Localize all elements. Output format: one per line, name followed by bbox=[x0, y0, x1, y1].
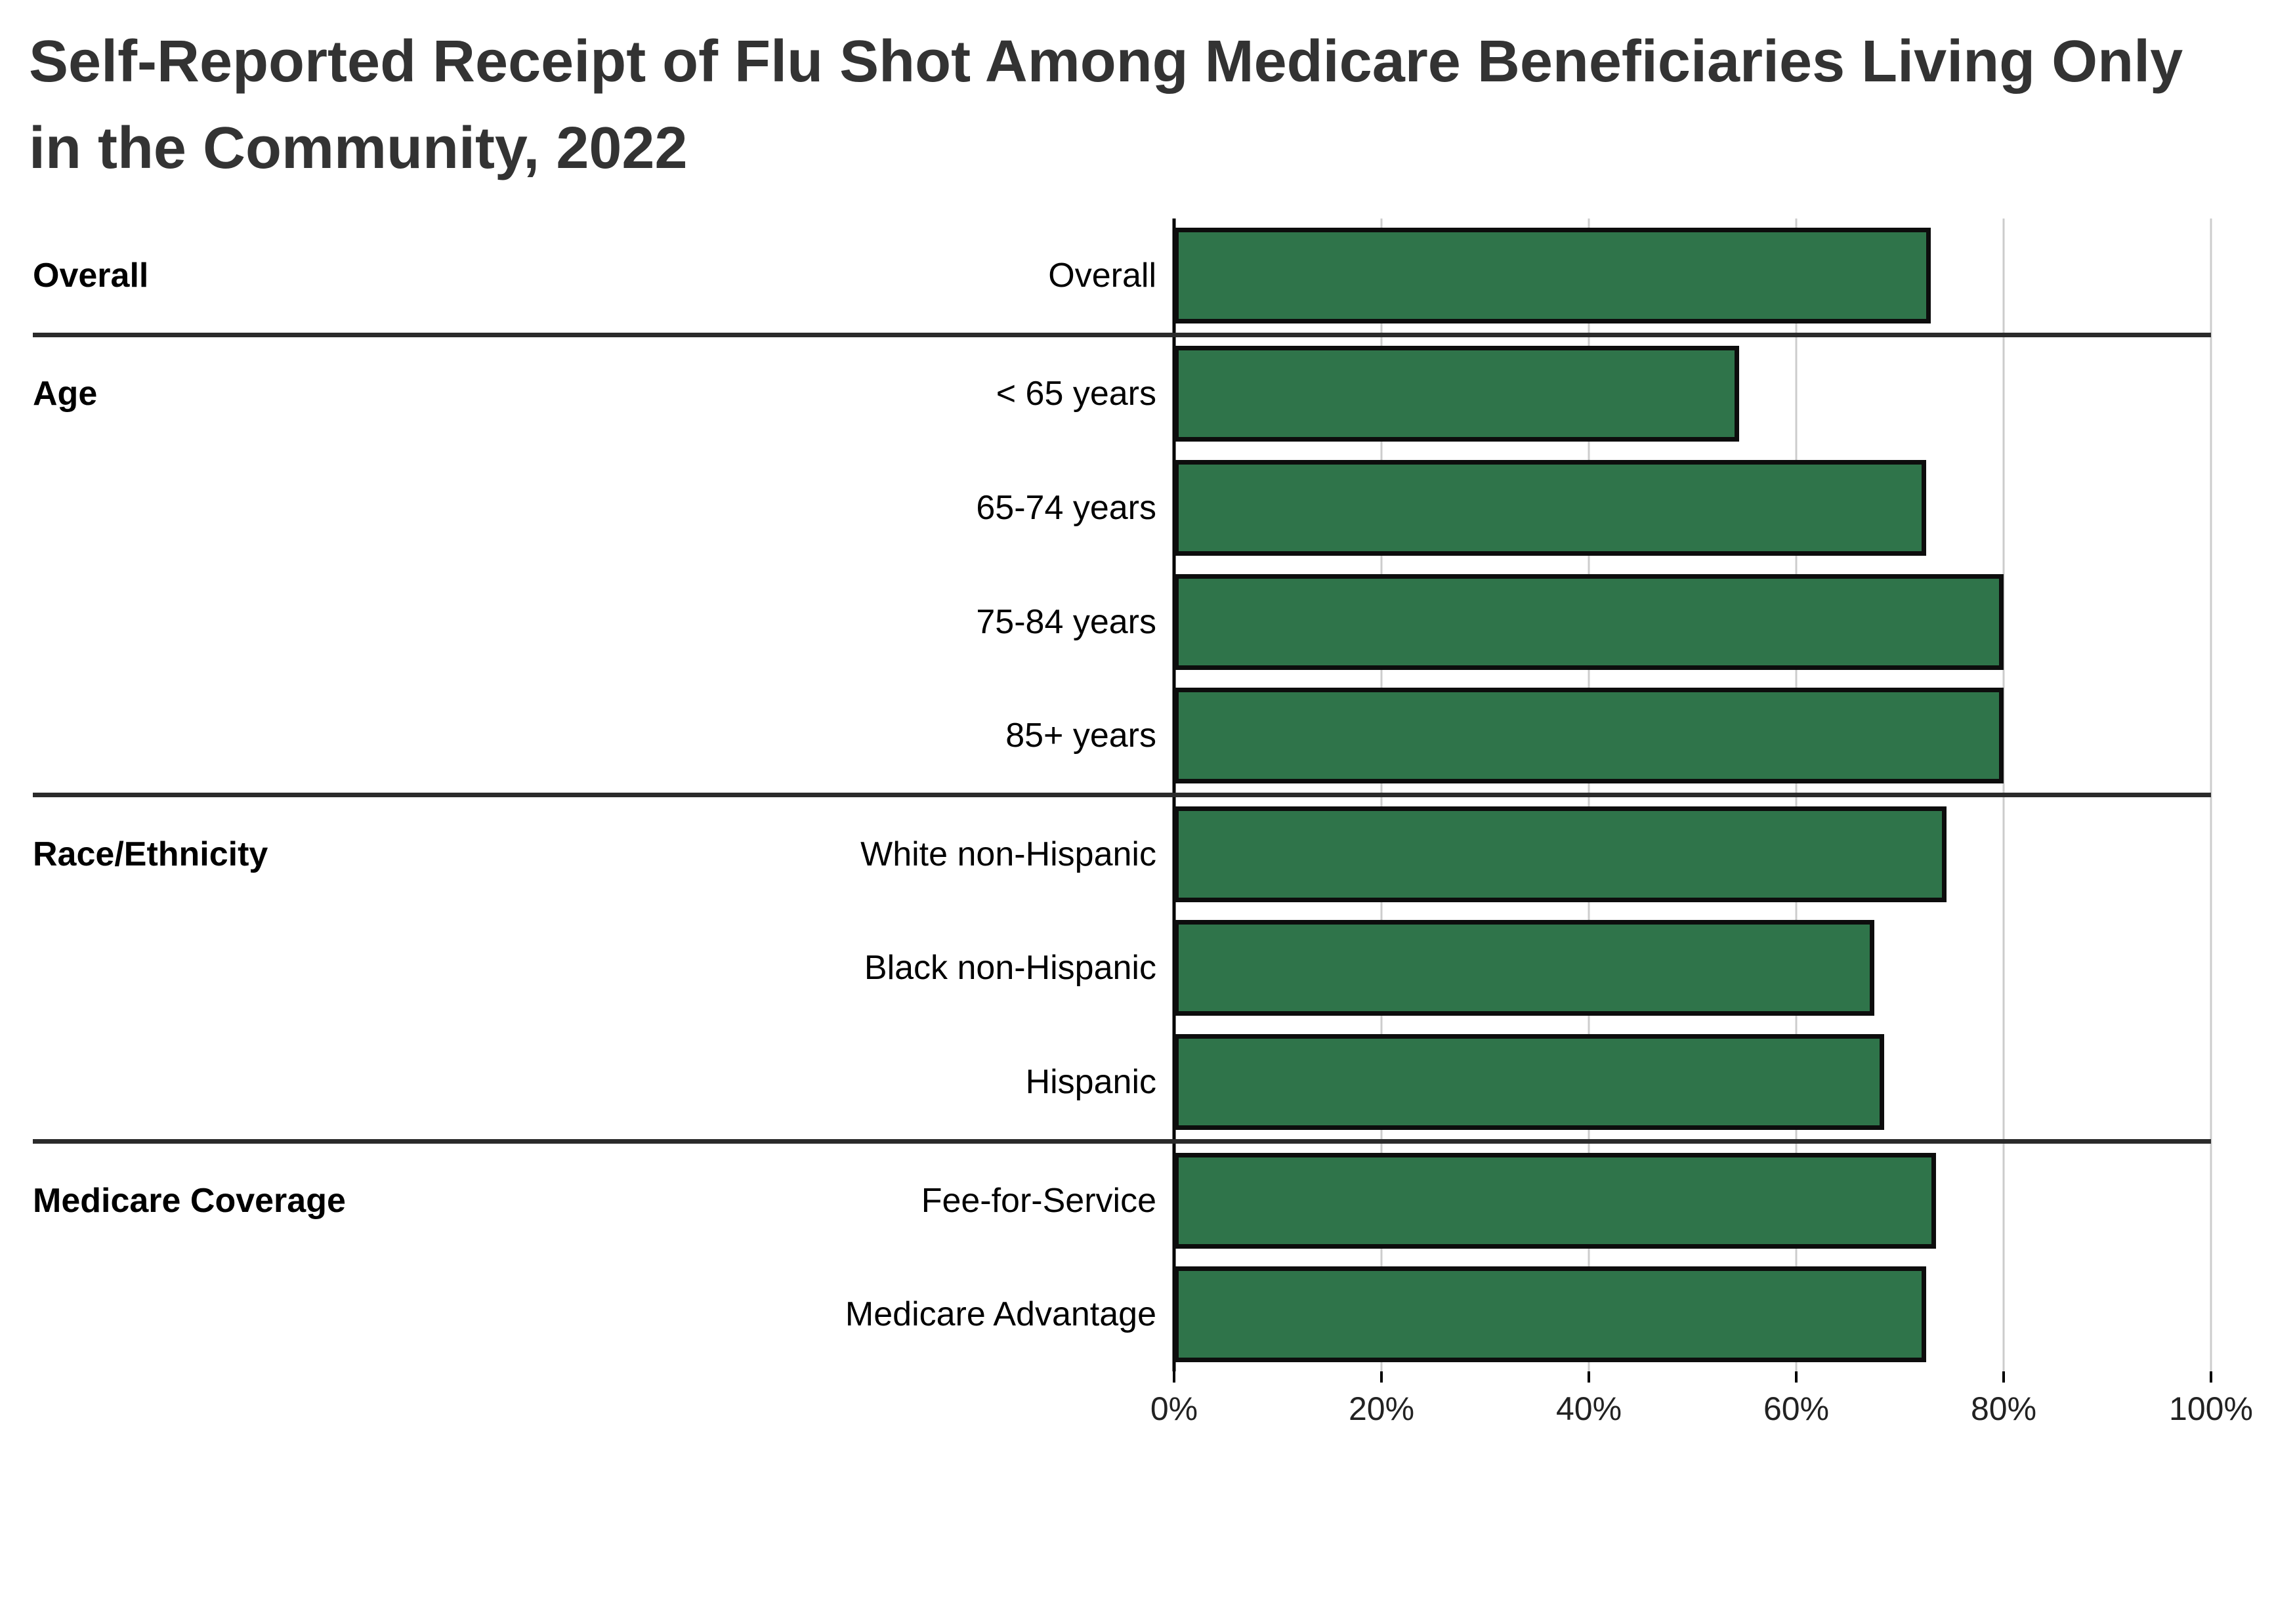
bar-medicare-advantage bbox=[1174, 1266, 1926, 1363]
axis-tick-label-20: 20% bbox=[1348, 1390, 1415, 1427]
chart-row-fee-for-service: Medicare Coverage Fee-for-Service bbox=[0, 1144, 2274, 1258]
category-label-overall: Overall bbox=[1048, 256, 1156, 295]
chart-row-white-non-hispanic: Race/Ethnicity White non-Hispanic bbox=[0, 797, 2274, 911]
group-separator-1 bbox=[33, 792, 2211, 797]
category-label-hispanic: Hispanic bbox=[1025, 1062, 1156, 1101]
axis-tick-label-60: 60% bbox=[1763, 1390, 1830, 1427]
bar-track-65-years bbox=[1174, 337, 2211, 451]
chart-row-overall: Overall Overall bbox=[0, 219, 2274, 333]
axis-tick-60 bbox=[1795, 1371, 1798, 1383]
group-separator-0 bbox=[33, 332, 2211, 337]
chart-row-65-74-years: 65-74 years bbox=[0, 451, 2274, 565]
axis-tick-20 bbox=[1380, 1371, 1383, 1383]
bar-hispanic bbox=[1174, 1033, 1885, 1130]
axis-tick-label-80: 80% bbox=[1970, 1390, 2037, 1427]
category-label-fee-for-service: Fee-for-Service bbox=[921, 1181, 1156, 1220]
flu-shot-bar-chart: Overall Overall Age < 65 years 65-74 years 75… bbox=[0, 219, 2274, 1371]
chart-row-85-years: 85+ years bbox=[0, 678, 2274, 793]
bar-track-85-years bbox=[1174, 678, 2211, 793]
category-label-85-years: 85+ years bbox=[1005, 717, 1156, 755]
category-label-medicare-advantage: Medicare Advantage bbox=[845, 1295, 1156, 1334]
axis-tick-80 bbox=[2002, 1371, 2005, 1383]
axis-tick-label-0: 0% bbox=[1150, 1390, 1198, 1427]
axis-tick-40 bbox=[1588, 1371, 1590, 1383]
bar-black-non-hispanic bbox=[1174, 920, 1874, 1016]
group-label-age: Age bbox=[33, 375, 98, 413]
bar-track-medicare-advantage bbox=[1174, 1257, 2211, 1371]
category-label-white-non-hispanic: White non-Hispanic bbox=[860, 835, 1156, 873]
bar-65-years bbox=[1174, 346, 1740, 442]
axis-tick-label-100: 100% bbox=[2169, 1390, 2253, 1427]
group-label-overall: Overall bbox=[33, 256, 149, 295]
bar-track-black-non-hispanic bbox=[1174, 911, 2211, 1026]
bar-track-65-74-years bbox=[1174, 451, 2211, 565]
group-label-medicare-coverage: Medicare Coverage bbox=[33, 1181, 346, 1220]
category-label-65-years: < 65 years bbox=[996, 375, 1156, 413]
chart-row-black-non-hispanic: Black non-Hispanic bbox=[0, 911, 2274, 1026]
bar-track-75-84-years bbox=[1174, 565, 2211, 679]
category-label-65-74-years: 65-74 years bbox=[976, 488, 1156, 527]
axis-tick-0 bbox=[1173, 1371, 1175, 1383]
bar-85-years bbox=[1174, 688, 2004, 784]
bar-track-white-non-hispanic bbox=[1174, 797, 2211, 911]
chart-row-hispanic: Hispanic bbox=[0, 1025, 2274, 1139]
bar-65-74-years bbox=[1174, 459, 1926, 556]
bar-overall bbox=[1174, 227, 1931, 323]
chart-row-75-84-years: 75-84 years bbox=[0, 565, 2274, 679]
x-axis: 0% 20% 40% 60% 80% 100% bbox=[1150, 1371, 2253, 1457]
axis-tick-100 bbox=[2210, 1371, 2212, 1383]
category-label-75-84-years: 75-84 years bbox=[976, 602, 1156, 641]
chart-row-65-years: Age < 65 years bbox=[0, 337, 2274, 451]
bar-track-hispanic bbox=[1174, 1025, 2211, 1139]
axis-tick-label-40: 40% bbox=[1555, 1390, 1622, 1427]
group-separator-2 bbox=[33, 1138, 2211, 1144]
bar-white-non-hispanic bbox=[1174, 806, 1947, 902]
page-title: Self-Reported Receipt of Flu Shot Among … bbox=[29, 29, 2183, 182]
chart-rows: Overall Overall Age < 65 years 65-74 years 75… bbox=[0, 219, 2274, 1371]
chart-row-medicare-advantage: Medicare Advantage bbox=[0, 1257, 2274, 1371]
category-label-black-non-hispanic: Black non-Hispanic bbox=[864, 949, 1156, 988]
bar-track-fee-for-service bbox=[1174, 1144, 2211, 1258]
group-label-race-ethnicity: Race/Ethnicity bbox=[33, 835, 268, 873]
bar-fee-for-service bbox=[1174, 1152, 1937, 1249]
bar-75-84-years bbox=[1174, 573, 2004, 670]
bar-track-overall bbox=[1174, 219, 2211, 333]
gridline-100 bbox=[2210, 219, 2212, 1371]
